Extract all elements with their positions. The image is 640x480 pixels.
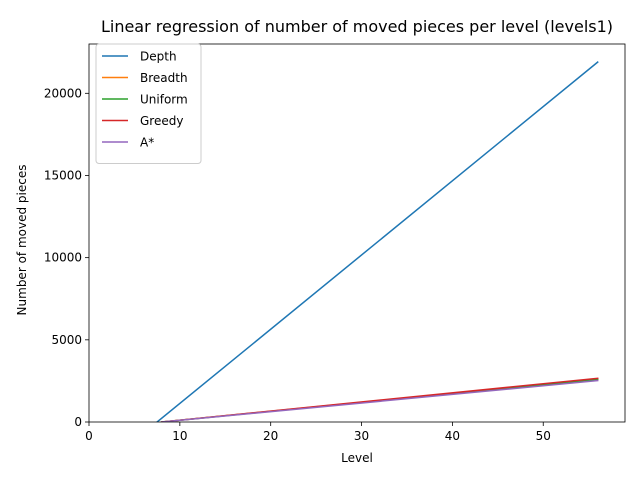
legend-label: A* — [140, 136, 154, 150]
y-tick-label: 5000 — [51, 333, 82, 347]
chart-title: Linear regression of number of moved pie… — [101, 17, 613, 36]
x-axis-label: Level — [341, 451, 373, 465]
legend: Depth Breadth Uniform Greedy A* — [95, 43, 202, 164]
legend-label: Uniform — [140, 93, 188, 107]
x-tick-label: 0 — [85, 429, 93, 443]
series-line-5 — [160, 379, 599, 422]
x-tick-label: 30 — [354, 429, 369, 443]
y-tick-label: 10000 — [44, 251, 82, 265]
legend-label: Depth — [140, 50, 177, 64]
x-tick-label: 20 — [263, 429, 278, 443]
x-tick-label: 40 — [445, 429, 460, 443]
axes: 0 10 20 30 40 50 0 5000 10000 15000 20000 — [44, 43, 626, 443]
legend-label: Greedy — [140, 114, 183, 128]
series-line-1 — [156, 61, 599, 422]
y-tick-label: 0 — [74, 415, 82, 429]
legend-label: Breadth — [140, 71, 188, 85]
plot-frame — [88, 43, 626, 423]
y-tick-label: 20000 — [44, 86, 82, 100]
plot-area — [156, 61, 599, 422]
x-tick-label: 50 — [536, 429, 551, 443]
legend-box — [95, 43, 202, 164]
y-tick-label: 15000 — [44, 168, 82, 182]
y-axis-label: Number of moved pieces — [15, 165, 29, 316]
x-tick-label: 10 — [172, 429, 187, 443]
